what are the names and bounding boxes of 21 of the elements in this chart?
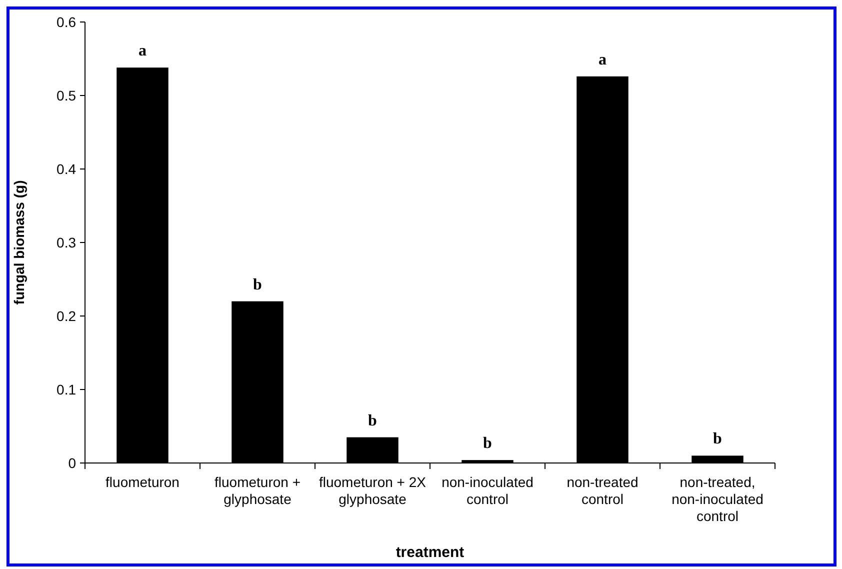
annotation: b bbox=[253, 276, 262, 294]
annotation: b bbox=[368, 412, 378, 430]
y-tick-label: 0 bbox=[68, 454, 76, 471]
annotation: a bbox=[138, 42, 146, 60]
x-tick-label: non-treated, non-inoculated control bbox=[672, 474, 764, 524]
y-tick-label: 0.5 bbox=[56, 87, 76, 104]
y-tick-label: 0.1 bbox=[56, 381, 76, 398]
annotation: b bbox=[713, 430, 722, 448]
y-tick-label: 0.3 bbox=[56, 234, 76, 250]
y-tick-label: 0.2 bbox=[56, 308, 76, 324]
x-tick-label: fluometuron + glyphosate bbox=[214, 474, 300, 507]
x-tick-label: non-treated control bbox=[566, 474, 638, 507]
annotation: a bbox=[598, 51, 606, 68]
y-tick-label: 0.4 bbox=[56, 160, 76, 177]
y-axis-title: fungal biomass (g) bbox=[11, 180, 27, 305]
x-tick-label: non-inoculated control bbox=[442, 474, 534, 507]
x-tick-label: fluometuron + 2X glyphosate bbox=[318, 474, 427, 507]
y-tick-label: 0.6 bbox=[56, 14, 76, 30]
x-tick-label: fluometuron bbox=[106, 474, 180, 490]
annotation: b bbox=[483, 435, 492, 452]
x-axis-title: treatment bbox=[396, 544, 464, 561]
